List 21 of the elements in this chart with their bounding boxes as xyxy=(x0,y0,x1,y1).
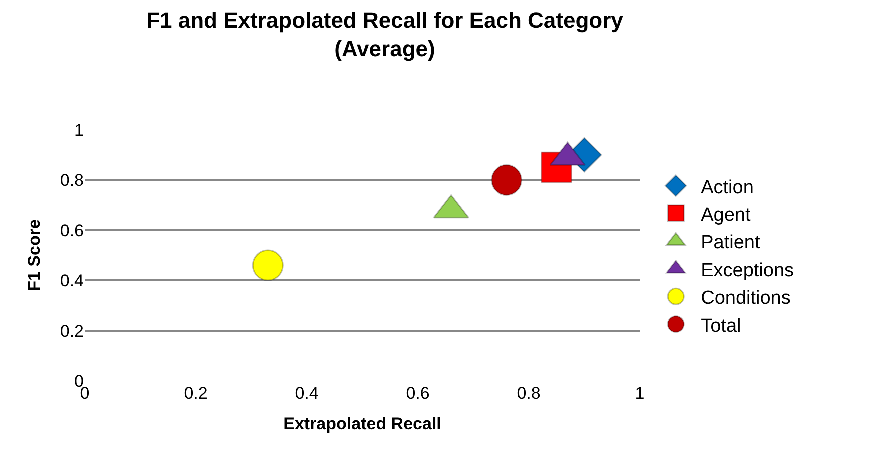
x-tick-label: 1 xyxy=(635,384,645,403)
legend-label: Patient xyxy=(701,232,761,254)
y-tick-label: 0.4 xyxy=(60,272,84,291)
y-tick-label: 0.8 xyxy=(60,171,84,190)
y-tick-label: 0.6 xyxy=(60,221,84,240)
legend-label: Conditions xyxy=(701,288,791,310)
point xyxy=(252,250,284,282)
x-axis-title: Extrapolated Recall xyxy=(284,414,442,434)
y-axis-title: F1 Score xyxy=(24,220,44,292)
legend-label: Agent xyxy=(701,204,752,226)
x-tick-label: 0.6 xyxy=(406,384,430,403)
legend-label: Exceptions xyxy=(701,260,794,282)
legend-label: Action xyxy=(701,177,754,198)
x-tick-label: 0.2 xyxy=(184,384,208,403)
chart-title: F1 and Extrapolated Recall for Each Category (Average) xyxy=(146,8,624,62)
x-tick-label: 0.4 xyxy=(295,384,319,403)
y-tick-label: 1 xyxy=(74,120,84,140)
legend-label: Total xyxy=(701,316,742,337)
y-tick-label: 0.2 xyxy=(60,322,84,341)
point xyxy=(491,164,523,196)
x-tick-label: 0.8 xyxy=(517,384,541,403)
